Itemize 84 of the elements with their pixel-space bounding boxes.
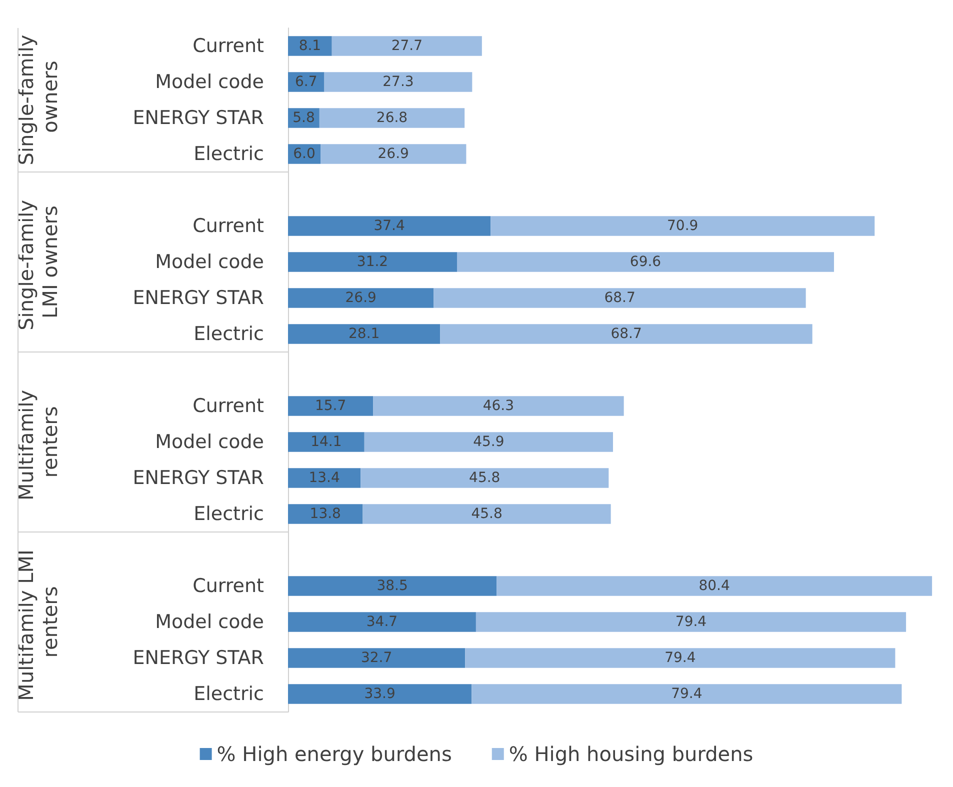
bar bbox=[288, 576, 497, 596]
bar bbox=[373, 396, 624, 416]
data-label: 31.2 bbox=[356, 254, 388, 270]
y-tick-label: ENERGY STAR bbox=[132, 467, 264, 489]
y-tick-label: Model code bbox=[155, 251, 264, 273]
data-label: 8.1 bbox=[298, 38, 322, 54]
data-label: 13.4 bbox=[308, 470, 340, 486]
data-label: 27.7 bbox=[391, 38, 422, 54]
bar bbox=[457, 252, 834, 272]
bar bbox=[324, 72, 472, 92]
bar bbox=[288, 432, 364, 452]
y-tick-label: ENERGY STAR bbox=[132, 287, 264, 309]
data-label: 26.9 bbox=[378, 146, 409, 162]
data-label: 79.4 bbox=[671, 686, 702, 702]
bar bbox=[320, 144, 466, 164]
bar bbox=[360, 468, 609, 488]
data-label: 37.4 bbox=[374, 218, 405, 234]
bar bbox=[288, 288, 434, 308]
y-tick-label: Model code bbox=[155, 611, 264, 633]
text: Single-family LMI owners bbox=[14, 194, 62, 330]
data-label: 68.7 bbox=[610, 326, 642, 342]
bar bbox=[332, 36, 482, 56]
data-label: 26.9 bbox=[345, 290, 376, 306]
legend-label: % High energy burdens bbox=[216, 742, 452, 766]
y-tick-label: Current bbox=[192, 35, 264, 57]
data-label: 28.1 bbox=[348, 326, 380, 342]
bar bbox=[288, 324, 440, 344]
data-label: 32.7 bbox=[360, 650, 392, 666]
bar bbox=[490, 216, 875, 236]
bar bbox=[288, 504, 363, 524]
bar bbox=[288, 684, 472, 704]
y-tick-label: Current bbox=[192, 575, 264, 597]
data-label: 13.8 bbox=[310, 506, 341, 522]
data-label: 79.4 bbox=[675, 614, 707, 630]
text: Multifamily renters bbox=[14, 384, 62, 500]
bar bbox=[288, 36, 332, 56]
bar bbox=[319, 108, 465, 128]
y-tick-label: Electric bbox=[194, 503, 264, 525]
data-label: 79.4 bbox=[664, 650, 696, 666]
data-label: 70.9 bbox=[667, 218, 698, 234]
y-tick-label: Model code bbox=[155, 71, 264, 93]
bar bbox=[496, 576, 932, 596]
bar bbox=[472, 684, 902, 704]
bar bbox=[362, 504, 611, 524]
data-label: 69.6 bbox=[630, 254, 662, 270]
data-label: 45.8 bbox=[469, 470, 500, 486]
y-tick-label: Model code bbox=[155, 431, 264, 453]
bar bbox=[440, 324, 812, 344]
data-label: 14.1 bbox=[310, 434, 342, 450]
legend-label: % High housing burdens bbox=[508, 742, 754, 766]
y-tick-label: ENERGY STAR bbox=[132, 647, 264, 669]
data-label: 26.8 bbox=[376, 110, 408, 126]
y-tick-label: Electric bbox=[194, 683, 264, 705]
bar bbox=[288, 468, 361, 488]
data-label: 34.7 bbox=[366, 614, 398, 630]
data-label: 45.8 bbox=[471, 506, 502, 522]
y-tick-label: Electric bbox=[194, 323, 264, 345]
bar bbox=[288, 216, 491, 236]
bar bbox=[476, 612, 906, 632]
bar bbox=[434, 288, 806, 308]
data-label: 6.0 bbox=[293, 146, 316, 162]
data-label: 45.9 bbox=[473, 434, 504, 450]
text: Multifamily LMI renters bbox=[14, 543, 62, 701]
data-label: 46.3 bbox=[482, 398, 514, 414]
data-label: 38.5 bbox=[376, 578, 408, 594]
bar bbox=[288, 72, 324, 92]
data-label: 33.9 bbox=[364, 686, 396, 702]
data-label: 6.7 bbox=[295, 74, 318, 90]
data-label: 68.7 bbox=[604, 290, 636, 306]
y-tick-label: Electric bbox=[194, 143, 264, 165]
y-tick-label: Current bbox=[192, 215, 264, 237]
data-label: 80.4 bbox=[698, 578, 730, 594]
bar bbox=[288, 252, 457, 272]
y-tick-label: ENERGY STAR bbox=[132, 107, 264, 129]
text: Single-family owners bbox=[14, 34, 62, 166]
bar bbox=[364, 432, 613, 452]
bar bbox=[288, 612, 476, 632]
y-tick-label: Current bbox=[192, 395, 264, 417]
data-label: 27.3 bbox=[382, 74, 414, 90]
data-label: 5.8 bbox=[292, 110, 315, 126]
bar bbox=[465, 648, 896, 668]
bar bbox=[288, 648, 466, 668]
bar bbox=[288, 396, 374, 416]
data-label: 15.7 bbox=[314, 398, 346, 414]
